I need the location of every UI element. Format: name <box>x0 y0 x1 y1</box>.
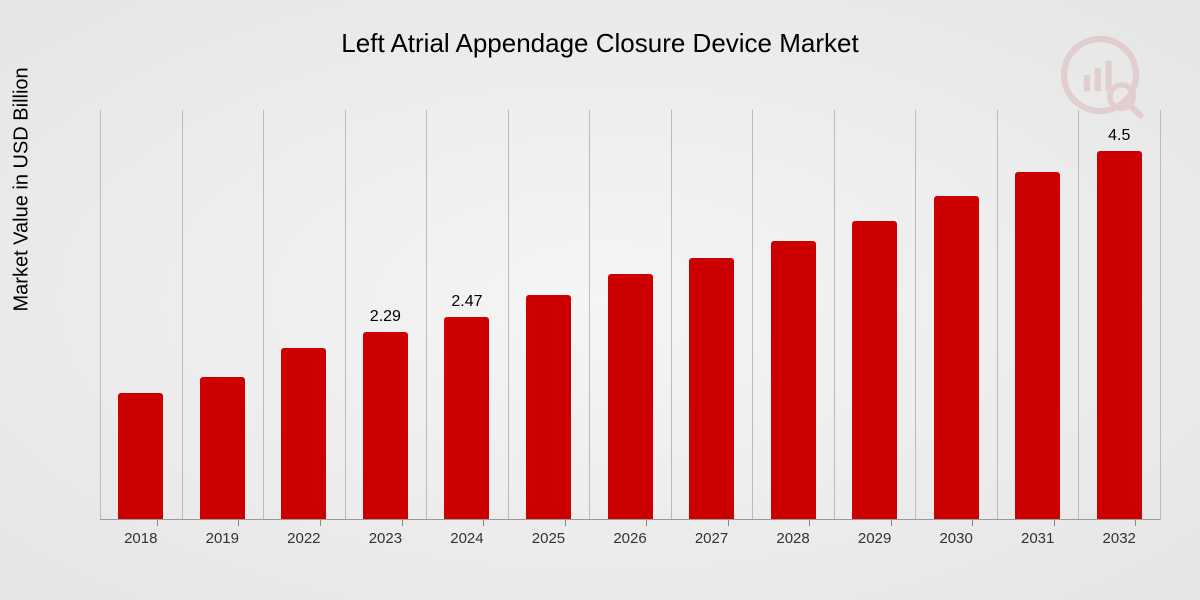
x-tick: 2026 <box>630 520 663 547</box>
x-tick: 2018 <box>141 520 174 547</box>
x-tick: 2031 <box>1038 520 1071 547</box>
bar <box>608 274 653 520</box>
x-tick-label: 2018 <box>124 530 157 547</box>
x-tick-label: 2028 <box>776 530 809 547</box>
x-tick: 2022 <box>304 520 337 547</box>
grid-line <box>1160 110 1161 520</box>
x-tick-label: 2024 <box>450 530 483 547</box>
y-axis-label: Market Value in USD Billion <box>11 67 34 311</box>
x-tick: 2024 <box>467 520 500 547</box>
x-axis: 2018 2019 2022 2023 2024 2025 2026 2027 2028 2029… <box>100 520 1160 560</box>
grid-line <box>834 110 835 520</box>
x-tick-label: 2019 <box>206 530 239 547</box>
x-tick-label: 2023 <box>369 530 402 547</box>
bar <box>444 317 489 520</box>
x-tick: 2025 <box>548 520 581 547</box>
grid-line <box>589 110 590 520</box>
grid-line <box>345 110 346 520</box>
x-tick-label: 2031 <box>1021 530 1054 547</box>
x-tick: 2029 <box>875 520 908 547</box>
grid-line <box>915 110 916 520</box>
bar <box>200 377 245 521</box>
bar <box>852 221 897 520</box>
x-tick-label: 2027 <box>695 530 728 547</box>
x-tick-label: 2022 <box>287 530 320 547</box>
x-tick-label: 2026 <box>613 530 646 547</box>
bar <box>689 258 734 520</box>
chart-plot-area: 2.29 2.47 4.5 <box>100 110 1160 520</box>
x-tick-label: 2030 <box>939 530 972 547</box>
x-tick: 2023 <box>385 520 418 547</box>
x-tick: 2030 <box>956 520 989 547</box>
bar <box>1097 151 1142 520</box>
chart-title: Left Atrial Appendage Closure Device Mar… <box>0 0 1200 59</box>
x-tick: 2027 <box>712 520 745 547</box>
logo-watermark-icon <box>1055 30 1145 120</box>
grid-line <box>426 110 427 520</box>
grid-line <box>997 110 998 520</box>
bar <box>771 241 816 520</box>
x-tick-label: 2025 <box>532 530 565 547</box>
grid-line <box>100 110 101 520</box>
x-tick-label: 2032 <box>1103 530 1136 547</box>
bar <box>526 295 571 521</box>
grid-line <box>263 110 264 520</box>
bar-value-label: 4.5 <box>1108 127 1130 145</box>
x-tick-label: 2029 <box>858 530 891 547</box>
grid-line <box>508 110 509 520</box>
x-tick: 2032 <box>1119 520 1152 547</box>
bar <box>934 196 979 520</box>
bar <box>1015 172 1060 521</box>
bar <box>281 348 326 520</box>
bar <box>118 393 163 520</box>
x-tick: 2019 <box>222 520 255 547</box>
grid-line <box>671 110 672 520</box>
bar-value-label: 2.29 <box>370 308 401 326</box>
x-tick: 2028 <box>793 520 826 547</box>
grid-line <box>752 110 753 520</box>
grid-line <box>182 110 183 520</box>
bar <box>363 332 408 520</box>
grid-line <box>1078 110 1079 520</box>
bar-value-label: 2.47 <box>451 293 482 311</box>
